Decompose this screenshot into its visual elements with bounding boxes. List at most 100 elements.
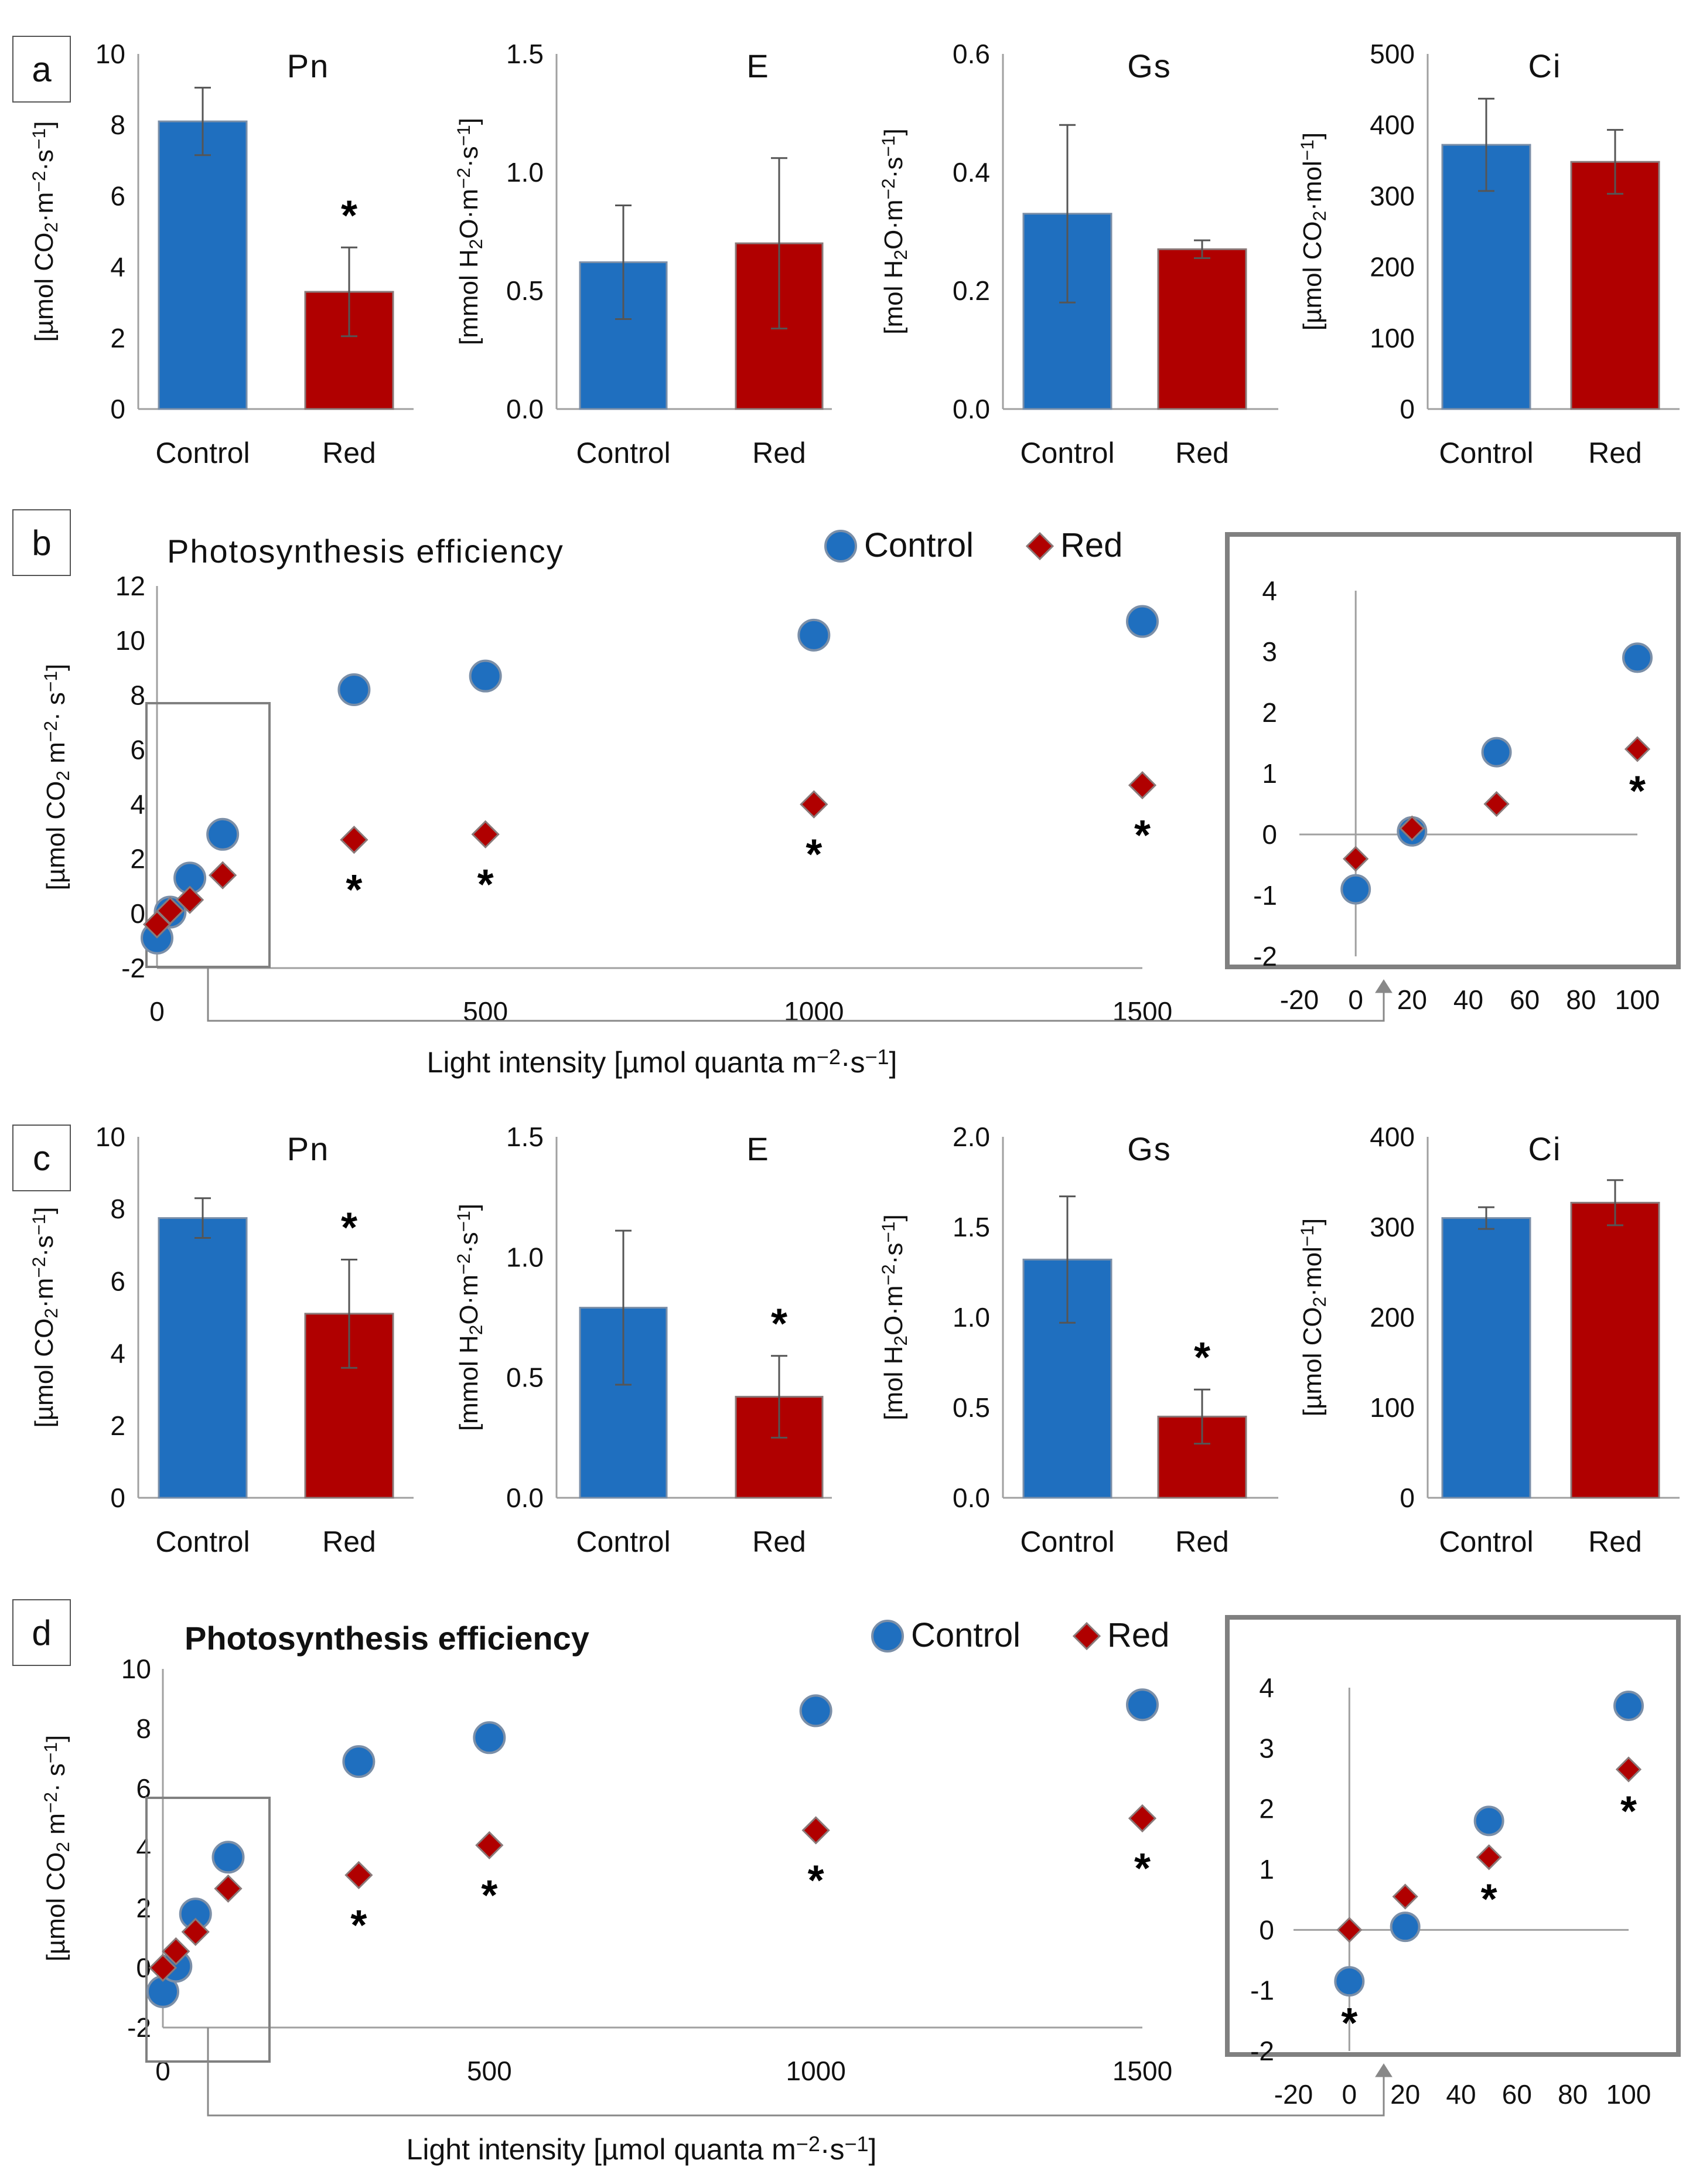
significance-star: * — [806, 832, 822, 878]
bar-chart-a-gs: 0.0 0.2 0.4 0.6 Gs [mol H2O·m−2·s−1] Control Re… — [878, 39, 1278, 469]
y-tick-label: 1 — [1259, 1854, 1274, 1885]
y-axis-label-part: 2 — [52, 771, 73, 781]
inset-chart-b-inset: -2 -1 0 1 2 3 4 -20 0 20 40 60 80 100 * — [1225, 532, 1681, 1015]
y-tick-label: 1.0 — [506, 157, 544, 188]
legend-control: Control — [911, 1616, 1021, 1654]
point-control — [206, 817, 240, 851]
point-red — [471, 820, 500, 849]
bar-red — [1157, 248, 1247, 410]
connector-line — [207, 968, 1385, 1022]
y-axis-label-part: −2 — [40, 1792, 61, 1813]
significance-star: * — [481, 1872, 497, 1919]
y-tick-label: 3 — [1262, 636, 1277, 667]
y-tick-label: 8 — [130, 680, 145, 710]
y-tick-label: 200 — [1370, 252, 1415, 282]
point-control — [797, 618, 831, 652]
point-control — [473, 1721, 506, 1754]
point-red — [475, 1831, 504, 1860]
y-tick-label: 10 — [95, 1122, 125, 1152]
panel-label-d: d — [12, 1599, 71, 1666]
x-axis-label-part: Light intensity [µmol quanta m — [407, 2133, 796, 2166]
inset-frame — [1225, 1615, 1681, 2057]
y-tick-label: 0 — [1259, 1914, 1274, 1945]
inset-frame — [1225, 532, 1681, 969]
category-label: Control — [155, 1525, 250, 1558]
y-axis-label-part: ] — [455, 1204, 483, 1211]
y-axis-label-part: ·m — [30, 192, 59, 222]
bar-chart-a-ci: 0 100 200 300 400 500 Ci [µmol CO2·mol−1] Contro… — [1296, 39, 1680, 469]
y-axis-label-part: ] — [30, 1207, 59, 1214]
point-red — [800, 790, 828, 819]
x-axis-label-part: ] — [869, 2133, 877, 2166]
y-axis-label-part: m — [42, 742, 70, 771]
y-axis-label-part: [mmol H — [455, 249, 483, 345]
y-tick-label: -1 — [1250, 1975, 1274, 2006]
connector-line — [207, 2028, 1385, 2117]
x-tick-label: 60 — [1510, 984, 1540, 1015]
y-axis-label-part: −2 — [28, 171, 49, 192]
panel-label-box — [12, 1599, 71, 1666]
y-axis-label-part: [mol H — [879, 260, 908, 335]
x-tick-label: 1000 — [784, 996, 844, 1027]
y-axis-label-part: 2 — [52, 1842, 73, 1852]
y-tick-label: 0.5 — [506, 1362, 544, 1393]
y-axis-label-part: O·m — [455, 189, 483, 239]
panel-label-text: b — [32, 523, 51, 563]
chart-title: Pn — [287, 1130, 330, 1167]
point-red — [1025, 531, 1054, 561]
significance-star: * — [477, 861, 494, 908]
x-tick-label: -20 — [1280, 984, 1319, 1015]
x-tick-label: 100 — [1615, 984, 1660, 1015]
y-axis-label-part: −2 — [453, 168, 474, 189]
y-axis-label-part: −1 — [40, 671, 61, 692]
category-label: Red — [322, 437, 376, 469]
y-tick-label: 0 — [1400, 394, 1415, 424]
y-tick-label: 4 — [1262, 575, 1277, 606]
point-control — [799, 1694, 832, 1728]
y-tick-label: 1 — [1262, 758, 1277, 789]
bar-control — [158, 1217, 248, 1499]
chart-title: Gs — [1127, 47, 1172, 84]
y-tick-label: 10 — [95, 39, 125, 69]
y-axis-label-part: [mol H — [879, 1346, 908, 1420]
significance-star: * — [1341, 2000, 1357, 2047]
y-axis-label-part: −2 — [28, 1257, 49, 1278]
point-red — [148, 1953, 178, 1982]
y-tick-label: 0 — [130, 898, 145, 929]
y-axis-label: [mmol H2O·m−2·s−1] — [453, 118, 486, 345]
y-axis-label-part: −1 — [1296, 139, 1318, 161]
y-axis-label-part: −1 — [1296, 1225, 1318, 1246]
y-axis-label-part: [µmol CO — [30, 1318, 59, 1428]
legend-red: Red — [1060, 526, 1122, 564]
x-tick-label: 100 — [1606, 2079, 1651, 2110]
y-axis-label-part: −1 — [878, 1222, 899, 1243]
y-tick-label: -2 — [121, 953, 145, 983]
y-axis-label-part: 2 — [40, 222, 62, 233]
y-axis-label: [mol H2O·m−2·s−1] — [878, 128, 911, 334]
y-tick-label: 2 — [130, 844, 145, 874]
y-tick-label: 4 — [136, 1833, 151, 1863]
x-axis-label-part: −2 — [817, 1045, 841, 1069]
x-tick-label: 40 — [1446, 2079, 1476, 2110]
y-axis-label-part: ] — [879, 128, 908, 135]
point-control — [824, 530, 857, 563]
y-axis-label: [mmol H2O·m−2·s−1] — [453, 1204, 486, 1431]
x-tick-label: 500 — [463, 996, 508, 1027]
y-axis-label: [µmol CO2·m−2·s−1] — [28, 1207, 62, 1428]
x-tick-label: 1500 — [1112, 2056, 1172, 2086]
y-axis-label-part: ·s — [879, 157, 908, 179]
y-tick-label: 0.4 — [953, 157, 990, 188]
point-red — [214, 1874, 243, 1903]
y-axis-label-part: 2 — [1309, 1297, 1330, 1307]
x-tick-label: 60 — [1502, 2079, 1532, 2110]
point-red — [340, 825, 368, 854]
point-control — [342, 1745, 376, 1778]
y-tick-label: 2.0 — [953, 1122, 990, 1152]
x-axis-label-part: −1 — [865, 1045, 889, 1069]
y-tick-label: 2 — [1259, 1794, 1274, 1824]
category-label: Red — [752, 437, 806, 469]
chart-title: Ci — [1528, 1130, 1562, 1167]
bar-chart-c-ci: 0 100 200 300 400 Ci [µmol CO2·mol−1] Control Re… — [1296, 1122, 1680, 1558]
y-axis-label-part: ] — [455, 118, 483, 125]
